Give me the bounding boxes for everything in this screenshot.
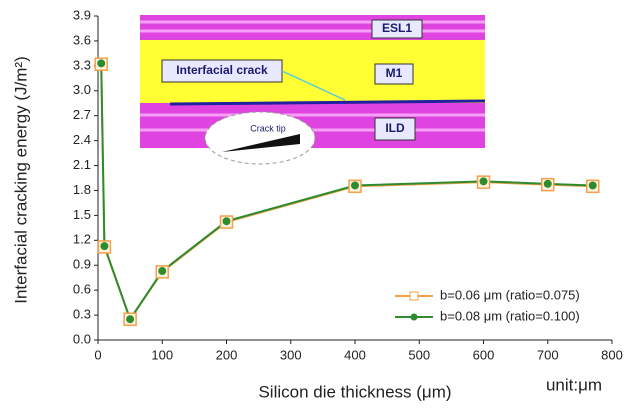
y-tick-label: 3.6 xyxy=(73,32,91,47)
y-axis-label: Interfacial cracking energy (J/m²) xyxy=(11,56,30,304)
inset-label: Interfacial crack xyxy=(176,63,268,77)
marker xyxy=(158,267,166,275)
y-tick-label: 2.4 xyxy=(73,132,91,147)
y-tick-label: 1.2 xyxy=(73,232,91,247)
x-tick-label: 400 xyxy=(344,347,366,362)
y-tick-label: 0.0 xyxy=(73,331,91,346)
x-tick-label: 300 xyxy=(280,347,302,362)
marker xyxy=(544,180,552,188)
inset xyxy=(140,15,485,164)
x-tick-label: 500 xyxy=(408,347,430,362)
chart: Silicon die thickness (μm) unit:μm Inter… xyxy=(0,0,630,408)
marker xyxy=(351,181,359,189)
y-tick-label: 2.1 xyxy=(73,157,91,172)
x-tick-label: 700 xyxy=(537,347,559,362)
x-tick-label: 200 xyxy=(216,347,238,362)
x-axis-label: Silicon die thickness (μm) xyxy=(258,382,451,401)
y-tick-label: 1.5 xyxy=(73,207,91,222)
legend-marker xyxy=(410,292,418,300)
marker xyxy=(480,177,488,185)
y-tick-label: 2.7 xyxy=(73,107,91,122)
marker xyxy=(126,315,134,323)
esl1-layer xyxy=(140,15,485,40)
x-tick-label: 0 xyxy=(94,347,101,362)
inset-label: ESL1 xyxy=(382,21,412,35)
y-tick-label: 0.3 xyxy=(73,307,91,322)
marker xyxy=(97,59,105,67)
inset-label: ILD xyxy=(385,121,405,135)
unit-note: unit:μm xyxy=(546,375,602,394)
inset-label: M1 xyxy=(386,66,403,80)
y-tick-label: 3.0 xyxy=(73,82,91,97)
y-tick-label: 3.9 xyxy=(73,7,91,22)
legend-label: b=0.08 μm (ratio=0.100) xyxy=(440,308,580,323)
y-tick-label: 0.6 xyxy=(73,282,91,297)
x-tick-label: 100 xyxy=(151,347,173,362)
y-tick-label: 0.9 xyxy=(73,257,91,272)
legend-marker xyxy=(411,314,418,321)
y-tick-label: 3.3 xyxy=(73,57,91,72)
x-tick-label: 800 xyxy=(601,347,623,362)
inset-label: Crack tip xyxy=(250,123,286,133)
legend-label: b=0.06 μm (ratio=0.075) xyxy=(440,287,580,302)
x-tick-label: 600 xyxy=(473,347,495,362)
marker xyxy=(100,242,108,250)
marker xyxy=(589,181,597,189)
marker xyxy=(223,217,231,225)
y-tick-label: 1.8 xyxy=(73,182,91,197)
